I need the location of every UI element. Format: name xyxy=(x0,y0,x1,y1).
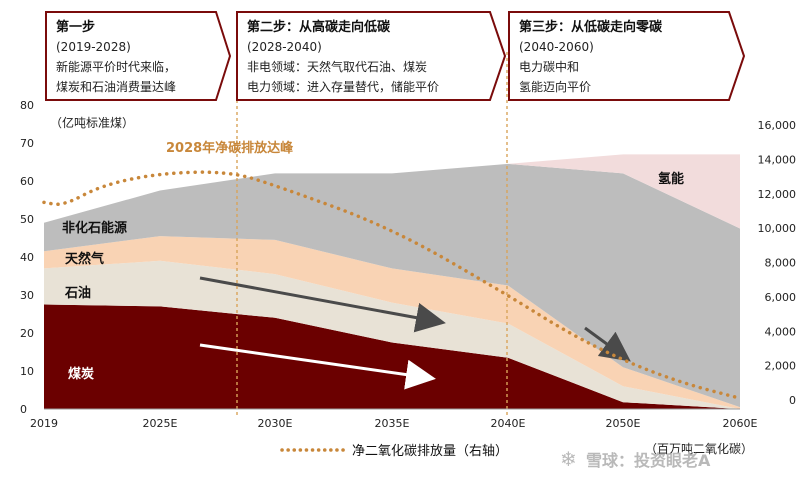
right-tick-label: 6,000 xyxy=(765,291,797,304)
stage-box-2: 第二步：从高碳走向低碳 (2028-2040) 非电领域：天然气取代石油、煤炭 … xyxy=(236,11,507,101)
watermark-icon: ❄ xyxy=(560,447,577,471)
watermark-text: 雪球：投资眼老A xyxy=(586,451,711,470)
stage-2-years: (2028-2040) xyxy=(247,40,322,54)
legend-label-emissions: 净二氧化碳排放量（右轴） xyxy=(352,444,508,459)
peak-annotation: 2028年净碳排放达峰 xyxy=(166,140,294,156)
emissions-line xyxy=(42,170,742,401)
watermark: ❄ 雪球：投资眼老A xyxy=(560,447,711,471)
trend-arrow-gray-1 xyxy=(199,276,446,333)
left-tick-label: 60 xyxy=(20,175,34,188)
stage-1-years: (2019-2028) xyxy=(56,40,131,54)
right-axis-unit: （百万吨二氧化碳） xyxy=(645,442,753,456)
stage-3-line-2: 氢能迈向平价 xyxy=(519,79,591,94)
right-tick-label: 14,000 xyxy=(758,153,797,166)
x-axis-ticks: 2019 2025E 2030E 2035E 2040E 2050E 2060E xyxy=(30,417,758,430)
right-tick-label: 0 xyxy=(789,394,796,407)
stage-box-2-shape xyxy=(236,11,507,101)
stage-box-1-shape xyxy=(45,11,232,101)
left-tick-label: 10 xyxy=(20,365,34,378)
stage-3-title: 第三步：从低碳走向零碳 xyxy=(519,19,663,35)
stage-1-line-2: 煤炭和石油消费量达峰 xyxy=(56,80,176,94)
stacked-areas xyxy=(44,154,740,409)
stage-2-title: 第二步：从高碳走向低碳 xyxy=(247,19,391,35)
area-gas xyxy=(44,236,740,409)
trend-arrow-gray-2 xyxy=(584,326,631,362)
stage-box-3-shape xyxy=(508,11,746,101)
x-tick-label: 2040E xyxy=(491,417,526,430)
left-axis-unit: （亿吨标准煤） xyxy=(50,115,134,130)
stage-dividers xyxy=(236,52,508,415)
x-tick-label: 2035E xyxy=(375,417,410,430)
emissions-dotted-line xyxy=(42,170,742,401)
label-hydrogen: 氢能 xyxy=(658,171,684,187)
stage-2-line-1: 非电领域：天然气取代石油、煤炭 xyxy=(247,59,427,74)
left-tick-label: 70 xyxy=(20,137,34,150)
label-gas: 天然气 xyxy=(65,251,104,267)
x-tick-label: 2050E xyxy=(606,417,641,430)
x-tick-label: 2060E xyxy=(723,417,758,430)
label-non-fossil: 非化石能源 xyxy=(62,220,127,236)
area-hydrogen xyxy=(44,154,740,229)
x-tick-label: 2019 xyxy=(30,417,58,430)
left-tick-label: 80 xyxy=(20,99,34,112)
area-coal xyxy=(44,304,740,409)
right-tick-label: 16,000 xyxy=(758,119,797,132)
x-tick-label: 2030E xyxy=(258,417,293,430)
stage-box-3: 第三步：从低碳走向零碳 (2040-2060) 电力碳中和 氢能迈向平价 xyxy=(508,11,746,101)
stage-box-1: 第一步 (2019-2028) 新能源平价时代来临， 煤炭和石油消费量达峰 xyxy=(45,11,232,101)
area-oil xyxy=(44,260,740,409)
right-tick-label: 10,000 xyxy=(758,222,797,235)
stage-3-years: (2040-2060) xyxy=(519,40,594,54)
left-tick-label: 50 xyxy=(20,213,34,226)
left-tick-label: 0 xyxy=(20,403,27,416)
right-tick-label: 8,000 xyxy=(765,257,797,270)
right-tick-label: 12,000 xyxy=(758,188,797,201)
x-tick-label: 2025E xyxy=(143,417,178,430)
legend: 净二氧化碳排放量（右轴） xyxy=(280,444,508,459)
label-coal: 煤炭 xyxy=(68,366,94,382)
stage-2-line-2: 电力领域：进入存量替代，储能平价 xyxy=(247,79,439,94)
label-oil: 石油 xyxy=(64,285,91,301)
trend-arrows xyxy=(199,276,631,390)
area-non-fossil xyxy=(44,163,740,408)
left-tick-label: 20 xyxy=(20,327,34,340)
left-axis-ticks: 0 10 20 30 40 50 60 70 80 xyxy=(20,99,34,416)
right-tick-label: 4,000 xyxy=(765,325,797,338)
right-tick-label: 2,000 xyxy=(765,360,797,373)
left-tick-label: 30 xyxy=(20,289,34,302)
stage-1-title: 第一步 xyxy=(56,19,95,35)
stage-1-line-1: 新能源平价时代来临， xyxy=(56,59,176,74)
stage-3-line-1: 电力碳中和 xyxy=(519,59,579,74)
right-axis-ticks: 0 2,000 4,000 6,000 8,000 10,000 12,000 14,000 1… xyxy=(758,119,797,407)
left-tick-label: 40 xyxy=(20,251,34,264)
trend-arrow-white xyxy=(199,343,436,390)
